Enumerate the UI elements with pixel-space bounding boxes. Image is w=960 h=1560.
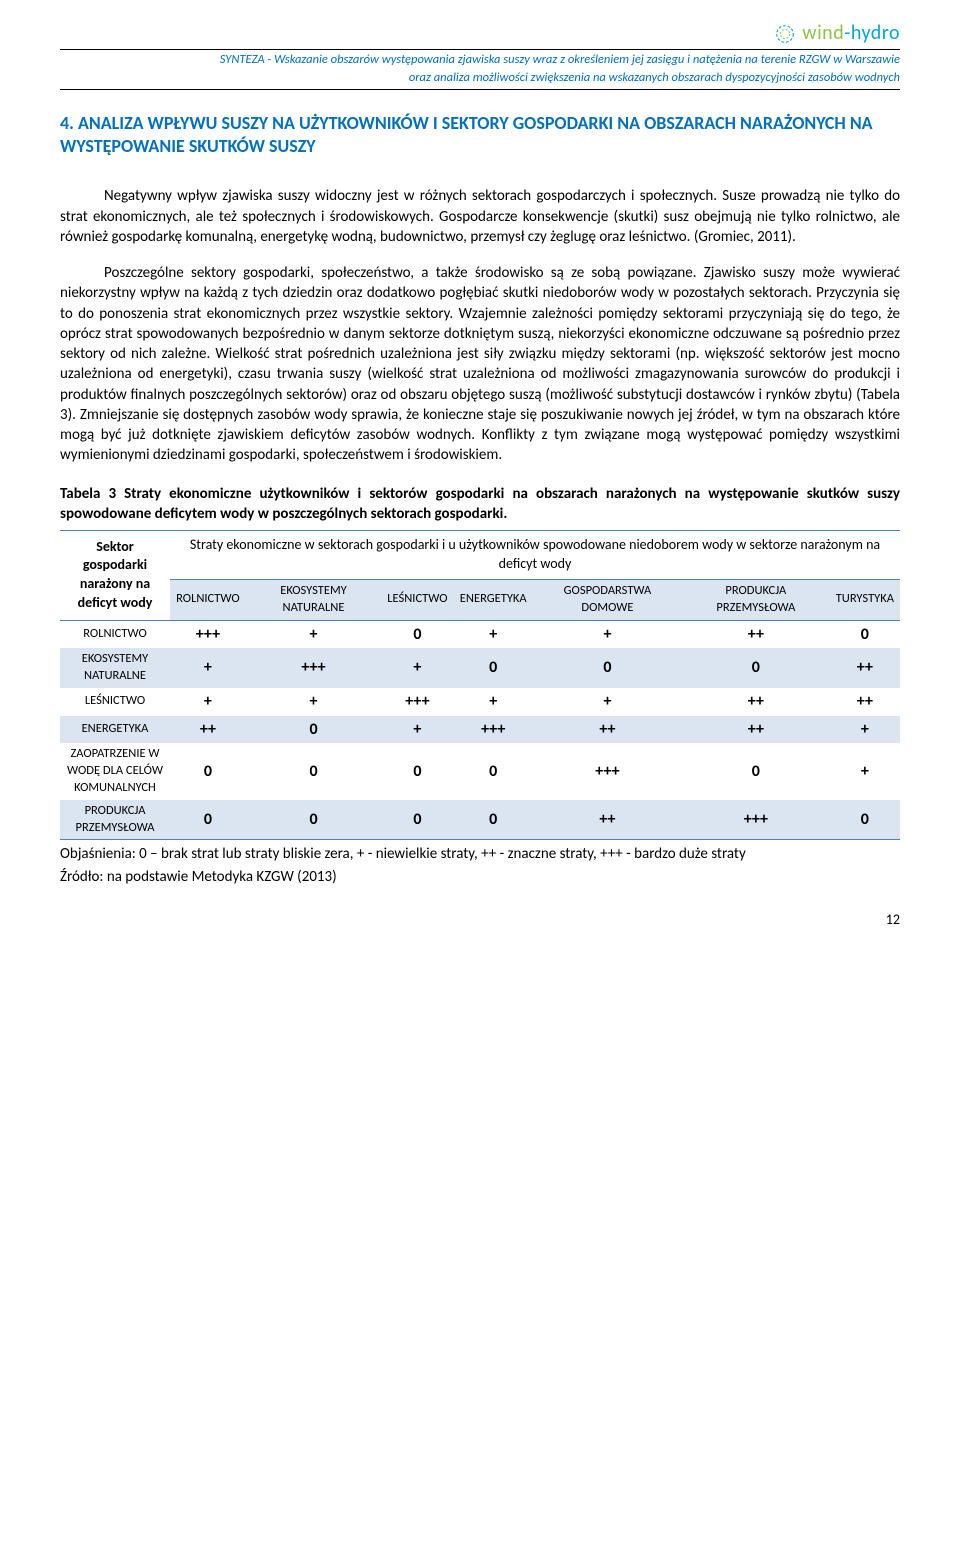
paragraph-1: Negatywny wpływ zjawiska suszy widoczny … xyxy=(60,186,900,247)
logo-text: wind-hydro xyxy=(802,20,900,47)
col-turystyka: TURYSTYKA xyxy=(830,579,900,620)
header-subtitle-1: SYNTEZA - Wskazanie obszarów występowani… xyxy=(60,52,900,68)
table-row: ENERGETYKA ++ 0 + +++ ++ ++ + xyxy=(60,716,900,744)
header-logo: wind-hydro xyxy=(60,20,900,47)
col-ekosystemy: EKOSYSTEMY NATURALNE xyxy=(246,579,381,620)
col-lesnictwo: LEŚNICTWO xyxy=(381,579,453,620)
header-rule-bottom xyxy=(60,89,900,90)
col-rolnictwo: ROLNICTWO xyxy=(170,579,246,620)
economic-loss-table: Sektor gospodarki narażony na deficyt wo… xyxy=(60,530,900,840)
table-row: PRODUKCJA PRZEMYSŁOWA 0 0 0 0 ++ +++ 0 xyxy=(60,800,900,840)
paragraph-2: Poszczególne sektory gospodarki, społecz… xyxy=(60,263,900,466)
header-rule-top xyxy=(60,49,900,50)
header-subtitle-2: oraz analiza możliwości zwiększenia na w… xyxy=(60,70,900,86)
table-row: EKOSYSTEMY NATURALNE + +++ + 0 0 0 ++ xyxy=(60,648,900,688)
logo-swirl-icon xyxy=(774,23,796,45)
section-title: 4. ANALIZA WPŁYWU SUSZY NA UŻYTKOWNIKÓW … xyxy=(60,112,900,159)
table-row: LEŚNICTWO + + +++ + + ++ ++ xyxy=(60,688,900,716)
col-produkcja: PRODUKCJA PRZEMYSŁOWA xyxy=(682,579,830,620)
table-source: Źródło: na podstawie Metodyka KZGW (2013… xyxy=(60,867,900,887)
table-span-header: Straty ekonomiczne w sektorach gospodark… xyxy=(170,531,900,580)
table-left-header: Sektor gospodarki narażony na deficyt wo… xyxy=(60,531,170,621)
col-energetyka: ENERGETYKA xyxy=(454,579,533,620)
table-row: ZAOPATRZENIE W WODĘ DLA CELÓW KOMUNALNYC… xyxy=(60,743,900,800)
col-gosp-domowe: GOSPODARSTWA DOMOWE xyxy=(533,579,682,620)
table-explanation: Objaśnienia: 0 – brak strat lub straty b… xyxy=(60,844,900,864)
table-caption: Tabela 3 Straty ekonomiczne użytkowników… xyxy=(60,484,900,525)
table-row: ROLNICTWO +++ + 0 + + ++ 0 xyxy=(60,620,900,648)
page-number: 12 xyxy=(60,911,900,930)
